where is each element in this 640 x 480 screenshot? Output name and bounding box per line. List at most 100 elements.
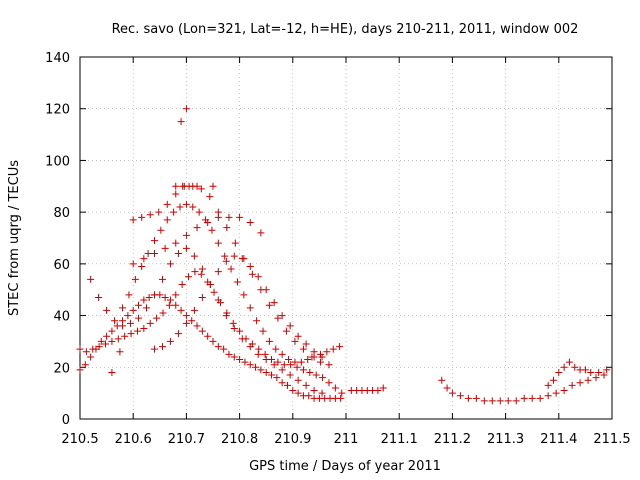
data-point (222, 312, 230, 320)
x-tick-label: 211.3 (487, 432, 524, 447)
data-point (191, 268, 199, 276)
data-point (230, 252, 238, 260)
data-point (480, 397, 488, 405)
data-point (129, 260, 137, 268)
data-point (166, 337, 174, 345)
data-point (103, 306, 111, 314)
data-point (189, 203, 197, 211)
data-point (127, 330, 135, 338)
data-point (262, 286, 270, 294)
data-point (581, 366, 589, 374)
data-point (174, 250, 182, 258)
data-point (257, 229, 265, 237)
data-point (236, 327, 244, 335)
data-point (76, 366, 84, 374)
data-point (76, 345, 84, 353)
data-point (155, 208, 163, 216)
data-point (124, 312, 132, 320)
data-point (318, 353, 326, 361)
data-point (528, 394, 536, 402)
data-point (285, 356, 293, 364)
data-point (135, 314, 143, 322)
data-point (595, 368, 603, 376)
y-tick-label: 100 (45, 154, 70, 169)
data-point (246, 262, 254, 270)
data-point (265, 337, 273, 345)
data-point (135, 301, 143, 309)
data-point (138, 262, 146, 270)
x-tick-label: 211.4 (540, 432, 577, 447)
y-tick-label: 60 (53, 258, 70, 273)
data-point (302, 381, 310, 389)
data-point (443, 384, 451, 392)
data-point (108, 337, 116, 345)
data-point (592, 374, 600, 382)
data-point (312, 371, 320, 379)
data-point (129, 216, 137, 224)
data-point (278, 350, 286, 358)
data-point (163, 216, 171, 224)
data-point (336, 343, 344, 351)
data-point (286, 322, 294, 330)
data-point (158, 275, 166, 283)
data-point (278, 366, 286, 374)
data-point (210, 288, 218, 296)
data-point (176, 203, 184, 211)
data-point (308, 353, 316, 361)
data-point (310, 348, 318, 356)
data-point (560, 387, 568, 395)
data-point (286, 371, 294, 379)
data-point (206, 281, 214, 289)
data-point (268, 371, 276, 379)
data-point (209, 337, 217, 345)
data-point (81, 361, 89, 369)
data-point (214, 268, 222, 276)
data-point (206, 193, 214, 201)
data-point (456, 392, 464, 400)
data-point (230, 353, 238, 361)
y-tick-label: 80 (53, 206, 70, 221)
data-point (221, 252, 229, 260)
x-axis-label: GPS time / Days of year 2011 (249, 459, 441, 474)
x-tick-label: 211 (334, 432, 359, 447)
data-point (170, 208, 178, 216)
data-point (198, 265, 206, 273)
data-point (198, 293, 206, 301)
y-tick-label: 0 (62, 413, 70, 428)
data-point (270, 361, 278, 369)
data-point (222, 257, 230, 265)
data-point (329, 345, 337, 353)
y-axis-label: STEC from uqrg / TECUs (7, 160, 22, 316)
y-tick-label: 140 (45, 51, 70, 66)
data-point (299, 345, 307, 353)
data-point (121, 332, 129, 340)
data-point (182, 105, 190, 113)
data-point (246, 343, 254, 351)
data-point (438, 376, 446, 384)
data-point (108, 368, 116, 376)
data-point (163, 200, 171, 208)
data-point (144, 250, 152, 258)
data-point (254, 350, 262, 358)
data-point (291, 358, 299, 366)
data-point (111, 317, 119, 325)
x-tick-label: 211.5 (593, 432, 630, 447)
data-point (265, 301, 273, 309)
data-point (138, 213, 146, 221)
data-point (331, 384, 339, 392)
data-point (150, 237, 158, 245)
data-point (197, 270, 205, 278)
data-point (166, 260, 174, 268)
x-tick-label: 211.2 (434, 432, 471, 447)
data-point (193, 182, 201, 190)
data-point (241, 358, 249, 366)
data-point (318, 389, 326, 397)
data-point (323, 348, 331, 356)
data-point (261, 350, 269, 358)
data-point (177, 118, 185, 126)
data-point (102, 340, 110, 348)
axis-ticks (79, 56, 613, 420)
data-point (230, 325, 238, 332)
data-point (146, 319, 154, 327)
